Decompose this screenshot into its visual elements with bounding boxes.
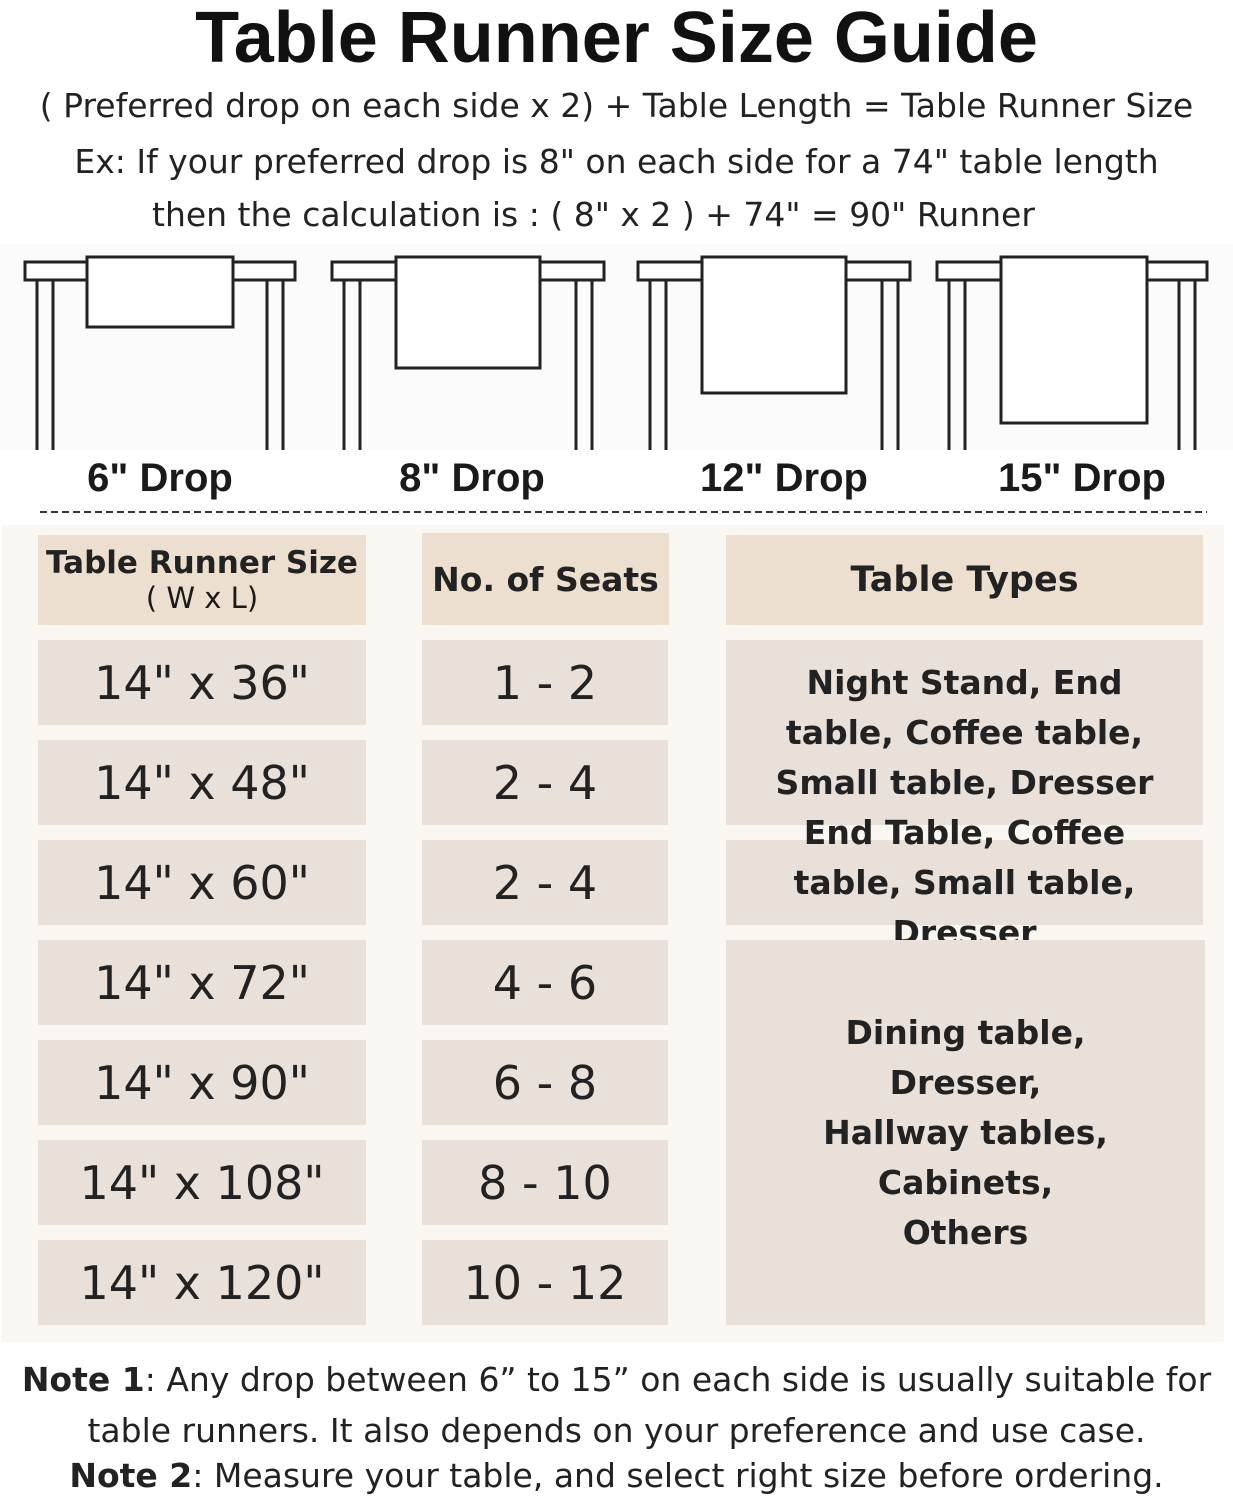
seats-cell: 1 - 2 bbox=[422, 640, 668, 725]
seats-cell: 6 - 8 bbox=[422, 1040, 668, 1125]
table-drawing bbox=[330, 255, 606, 450]
header-text: Table Runner Size bbox=[46, 545, 358, 581]
table-drawing bbox=[23, 255, 297, 450]
seats-cell: 4 - 6 bbox=[422, 940, 668, 1025]
drop-label: 12" Drop bbox=[700, 456, 868, 500]
note-label: Note 2 bbox=[69, 1456, 193, 1495]
example: then the calculation is : ( 8" x 2 ) + 7… bbox=[152, 195, 1035, 234]
table-illustrations bbox=[0, 244, 1233, 450]
title: Table Runner Size Guide bbox=[195, 0, 1038, 78]
table-types-cell: Night Stand, End table, Coffee table, Sm… bbox=[726, 640, 1203, 825]
header-text: Table Types bbox=[850, 560, 1079, 600]
note-label: Note 1 bbox=[21, 1360, 145, 1399]
drop-label: 8" Drop bbox=[399, 456, 545, 500]
drop-label: 6" Drop bbox=[87, 456, 233, 500]
table-types-cell: Dining table, Dresser, Hallway tables, C… bbox=[726, 940, 1205, 1325]
note-text: : Measure your table, and select right s… bbox=[192, 1456, 1164, 1495]
header-cell: Table Types bbox=[726, 535, 1203, 625]
size-cell: 14" x 72" bbox=[38, 940, 366, 1025]
note-text: : Any drop between 6” to 15” on each sid… bbox=[87, 1360, 1212, 1450]
size-cell: 14" x 48" bbox=[38, 740, 366, 825]
formula: ( Preferred drop on each side x 2) + Tab… bbox=[39, 86, 1194, 125]
divider bbox=[40, 511, 1207, 513]
size-cell: 14" x 36" bbox=[38, 640, 366, 725]
size-cell: 14" x 60" bbox=[38, 840, 366, 925]
header-cell: No. of Seats bbox=[422, 533, 669, 625]
note: Note 1: Any drop between 6” to 15” on ea… bbox=[0, 1354, 1233, 1456]
seats-cell: 10 - 12 bbox=[422, 1240, 668, 1325]
size-table: Table Runner Size ( W x L) No. of Seats … bbox=[2, 525, 1224, 1342]
size-cell: 14" x 120" bbox=[38, 1240, 366, 1325]
header-text: No. of Seats bbox=[432, 559, 659, 599]
header-cell: Table Runner Size ( W x L) bbox=[38, 535, 366, 625]
size-cell: 14" x 108" bbox=[38, 1140, 366, 1225]
table-drawing bbox=[636, 255, 912, 450]
seats-cell: 2 - 4 bbox=[422, 840, 668, 925]
example: Ex: If your preferred drop is 8" on each… bbox=[74, 142, 1159, 181]
header-subtext: ( W x L) bbox=[145, 581, 259, 615]
seats-cell: 8 - 10 bbox=[422, 1140, 668, 1225]
drop-label: 15" Drop bbox=[998, 456, 1166, 500]
table-drawing bbox=[935, 255, 1209, 450]
note: Note 2: Measure your table, and select r… bbox=[0, 1456, 1233, 1496]
seats-cell: 2 - 4 bbox=[422, 740, 668, 825]
table-types-cell: End Table, Coffee table, Small table, Dr… bbox=[726, 813, 1203, 952]
size-cell: 14" x 90" bbox=[38, 1040, 366, 1125]
